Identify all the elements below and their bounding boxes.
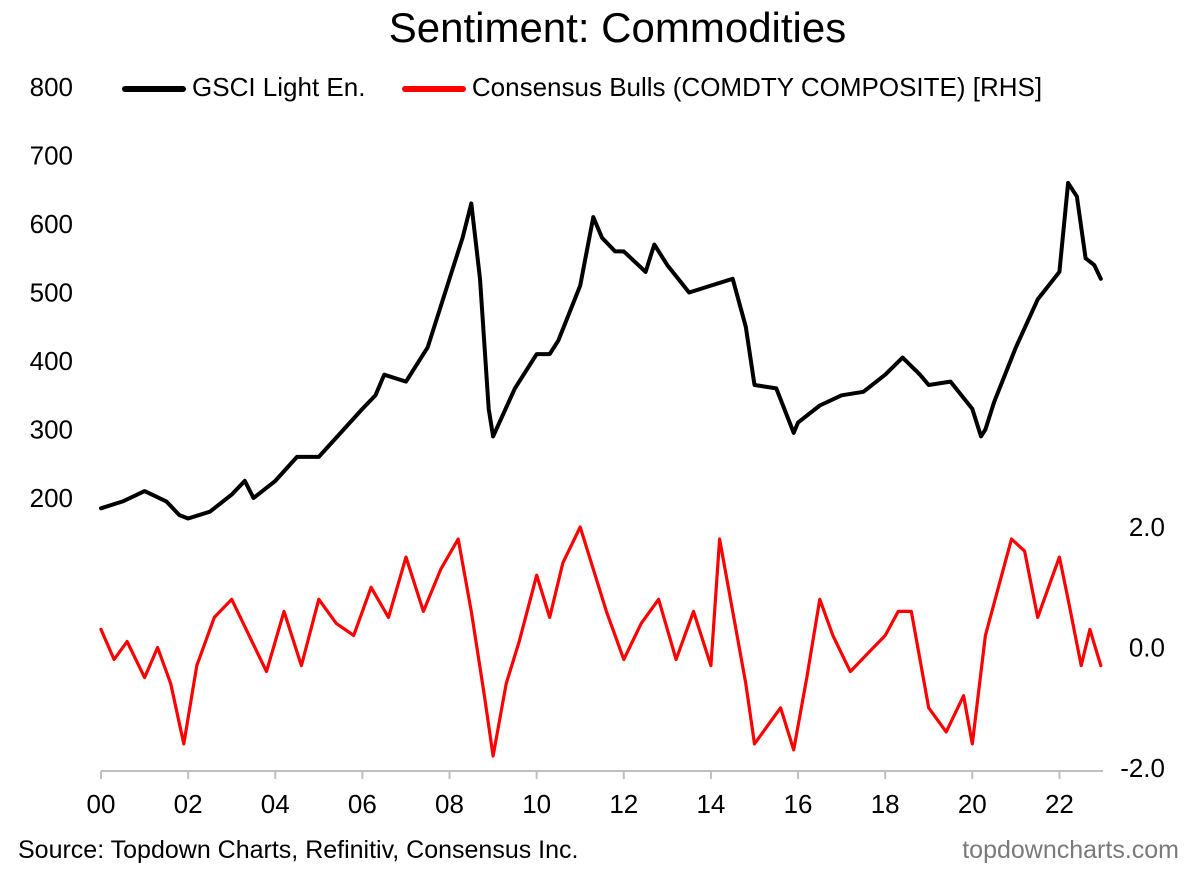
legend-item-gsci: GSCI Light En. xyxy=(122,72,365,103)
legend-label-gsci: GSCI Light En. xyxy=(192,71,366,102)
left-tick-label: 500 xyxy=(30,278,73,308)
legend-swatch-bulls xyxy=(401,85,466,92)
left-tick-label: 800 xyxy=(30,72,73,102)
x-tick-label: 08 xyxy=(435,789,464,819)
series-line-gsci xyxy=(99,180,1103,521)
x-tick-label: 12 xyxy=(609,789,638,819)
x-tick-label: 18 xyxy=(871,789,900,819)
legend-item-bulls: Consensus Bulls (COMDTY COMPOSITE) [RHS] xyxy=(401,71,1043,103)
brand-watermark: topdowncharts.com xyxy=(962,836,1179,864)
right-axis-ticks: 2.0 0.0 -2.0 xyxy=(1120,512,1165,783)
x-tick-label: 20 xyxy=(958,789,987,819)
x-tick-label: 04 xyxy=(261,789,290,819)
source-note: Source: Topdown Charts, Refinitiv, Conse… xyxy=(18,836,579,864)
left-tick-label: 200 xyxy=(30,483,73,513)
x-tick-label: 02 xyxy=(174,789,203,819)
x-tick-label: 22 xyxy=(1045,789,1074,819)
x-axis-ticks: 00 02 04 06 08 10 12 14 16 18 20 22 xyxy=(87,771,1074,819)
series-layer xyxy=(99,180,1103,758)
x-tick-label: 00 xyxy=(87,789,116,819)
x-tick-label: 14 xyxy=(696,789,725,819)
left-tick-label: 600 xyxy=(30,209,73,239)
left-tick-label: 300 xyxy=(30,415,73,445)
right-tick-label: 0.0 xyxy=(1129,633,1165,663)
x-tick-label: 06 xyxy=(348,789,377,819)
left-tick-label: 700 xyxy=(30,141,73,171)
legend-swatch-gsci xyxy=(122,85,186,92)
series-line-consensus-bulls xyxy=(99,525,1103,758)
legend-label-bulls: Consensus Bulls (COMDTY COMPOSITE) [RHS] xyxy=(471,71,1043,102)
legend: GSCI Light En. Consensus Bulls (COMDTY C… xyxy=(122,70,1042,103)
left-tick-label: 400 xyxy=(30,346,73,376)
right-tick-label: 2.0 xyxy=(1129,512,1165,542)
x-tick-label: 16 xyxy=(784,789,813,819)
x-tick-label: 10 xyxy=(522,789,551,819)
left-axis-ticks: 200 300 400 500 600 700 800 xyxy=(30,72,73,513)
right-tick-label: -2.0 xyxy=(1120,753,1165,783)
chart-title: Sentiment: Commodities xyxy=(388,4,847,51)
